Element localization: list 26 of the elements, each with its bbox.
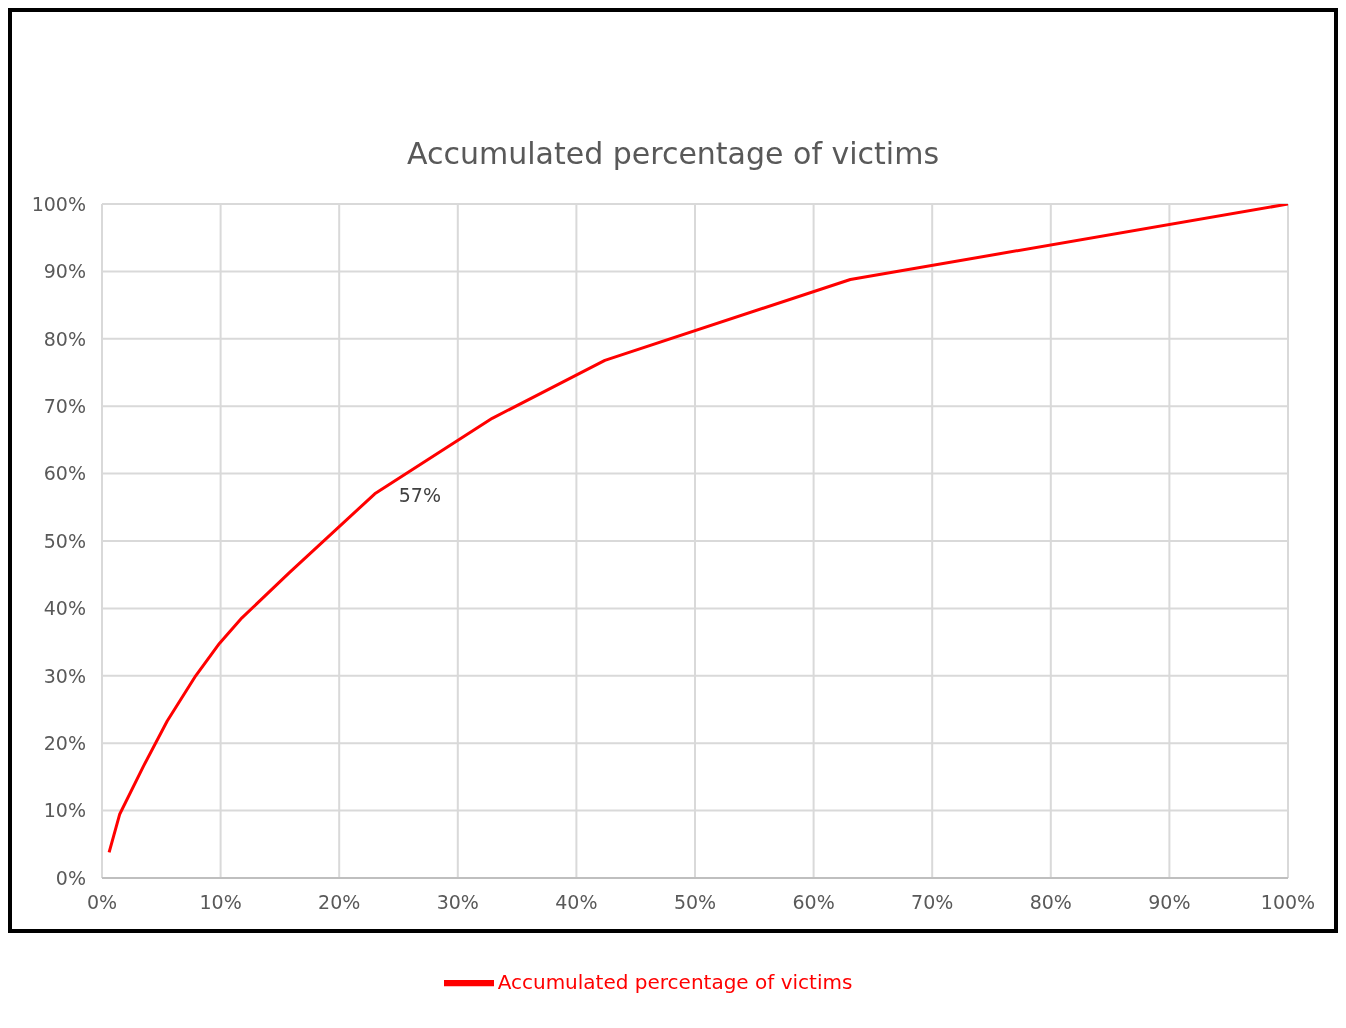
y-tick-label: 70% bbox=[43, 394, 86, 417]
x-tick-label: 90% bbox=[1148, 891, 1191, 914]
y-tick-label: 20% bbox=[43, 731, 86, 754]
y-tick-label: 30% bbox=[43, 664, 86, 687]
x-tick-label: 70% bbox=[911, 891, 954, 914]
y-tick-label: 80% bbox=[43, 327, 86, 350]
x-tick-label: 40% bbox=[555, 891, 598, 914]
x-tick-label: 20% bbox=[318, 891, 361, 914]
x-tick-label: 10% bbox=[199, 891, 242, 914]
y-tick-label: 40% bbox=[43, 597, 86, 620]
x-tick-label: 60% bbox=[792, 891, 835, 914]
y-tick-label: 50% bbox=[43, 529, 86, 552]
y-tick-label: 0% bbox=[55, 866, 86, 889]
legend-label: Accumulated percentage of victims bbox=[497, 969, 853, 994]
y-tick-label: 90% bbox=[43, 260, 86, 283]
x-tick-label: 80% bbox=[1029, 891, 1072, 914]
x-tick-label: 0% bbox=[86, 891, 118, 914]
x-tick-label: 100% bbox=[1260, 891, 1316, 914]
y-tick-label: 60% bbox=[43, 462, 86, 485]
chart-title: Accumulated percentage of victims bbox=[405, 136, 941, 171]
y-tick-label: 100% bbox=[31, 192, 86, 215]
x-tick-label: 50% bbox=[673, 891, 717, 914]
line-series bbox=[107, 204, 1288, 854]
x-tick-label: 30% bbox=[436, 891, 479, 914]
y-tick-label: 10% bbox=[43, 799, 86, 822]
data-label: 57% bbox=[398, 483, 442, 506]
